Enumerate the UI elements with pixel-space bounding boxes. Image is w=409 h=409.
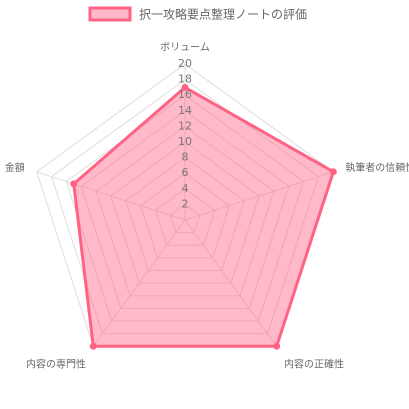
grid <box>36 63 334 347</box>
category-label: 金額 <box>5 161 25 174</box>
legend-swatch[interactable] <box>88 6 132 22</box>
category-label: ボリューム <box>160 42 210 54</box>
radar-point <box>329 168 337 176</box>
marks <box>70 83 337 350</box>
grid-line <box>125 156 245 271</box>
r-tick-label: 4 <box>182 182 189 195</box>
grid-line <box>154 188 216 246</box>
r-tick-label: 16 <box>178 88 192 101</box>
r-tick-label: 6 <box>182 166 189 179</box>
grid-line <box>139 172 231 259</box>
r-tick-label: 18 <box>178 73 192 86</box>
radar-point <box>181 83 189 91</box>
category-label: 内容の専門性 <box>26 357 86 370</box>
category-label: 内容の正確性 <box>284 357 344 370</box>
grid-line <box>65 94 305 322</box>
legend-label[interactable]: 択一攻略要点整理ノートの評価 <box>139 7 307 22</box>
category-label: 執筆者の信頼性 <box>345 161 409 174</box>
r-tick-label: 20 <box>178 57 192 70</box>
angle-line <box>36 171 186 221</box>
radar-point <box>70 180 78 188</box>
angle-line <box>92 219 186 347</box>
r-tick-label: 14 <box>178 104 192 117</box>
angle-line <box>184 219 278 347</box>
grid-line <box>169 203 201 234</box>
radar-area <box>72 85 335 348</box>
radar-point <box>89 342 97 350</box>
angle-line <box>184 171 334 221</box>
r-tick-label: 12 <box>178 119 192 132</box>
r-tick-label: 10 <box>178 135 192 148</box>
grid-line <box>95 125 275 297</box>
r-tick-label: 8 <box>182 151 189 164</box>
radar-point <box>273 342 281 350</box>
r-tick-label: 2 <box>182 197 189 210</box>
grid-line <box>110 141 260 284</box>
grid-line <box>80 110 290 309</box>
grid-line <box>50 78 320 335</box>
